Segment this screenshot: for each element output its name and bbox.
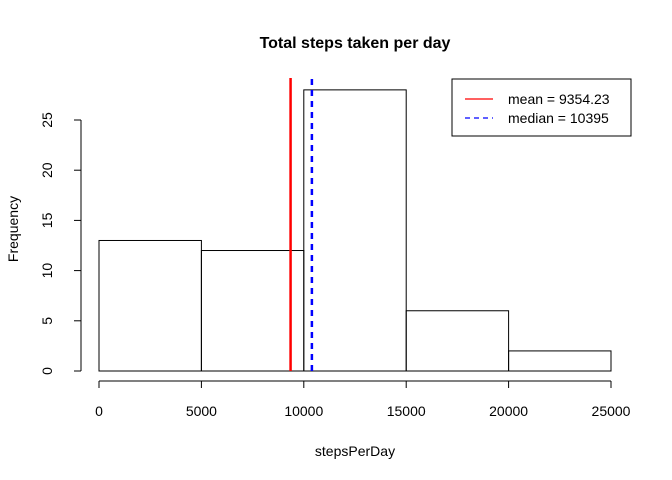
legend-label-mean: mean = 9354.23 [508, 91, 610, 107]
histogram-bar-1 [98, 239, 202, 372]
x-axis: 0 5000 10000 15000 20000 25000 [95, 380, 631, 419]
y-tick-label: 20 [39, 162, 55, 178]
y-tick-label: 25 [39, 112, 55, 128]
y-tick-label: 5 [39, 317, 55, 325]
histogram-bar-3 [303, 89, 407, 372]
x-tick-label: 20000 [489, 403, 528, 419]
y-tick-label: 0 [39, 367, 55, 375]
x-tick-label: 25000 [592, 403, 631, 419]
histogram-bar-4 [405, 310, 510, 372]
histogram-bar-2 [200, 250, 305, 372]
y-tick-label: 10 [39, 263, 55, 279]
x-tick-label: 5000 [186, 403, 217, 419]
x-tick-label: 0 [95, 403, 103, 419]
reference-lines [289, 78, 314, 371]
legend-label-median: median = 10395 [508, 110, 609, 126]
y-tick-label: 15 [39, 212, 55, 228]
legend: mean = 9354.23 median = 10395 [451, 78, 632, 137]
legend-box [451, 78, 632, 137]
x-tick-label: 15000 [387, 403, 426, 419]
chart-title: Total steps taken per day [260, 35, 451, 52]
x-axis-label: stepsPerDay [315, 443, 395, 459]
x-tick-label: 10000 [284, 403, 323, 419]
y-axis-label: Frequency [5, 196, 21, 262]
bars [98, 89, 612, 372]
histogram-bar-5 [508, 350, 612, 372]
y-axis: 0 5 10 15 20 25 [39, 112, 82, 375]
